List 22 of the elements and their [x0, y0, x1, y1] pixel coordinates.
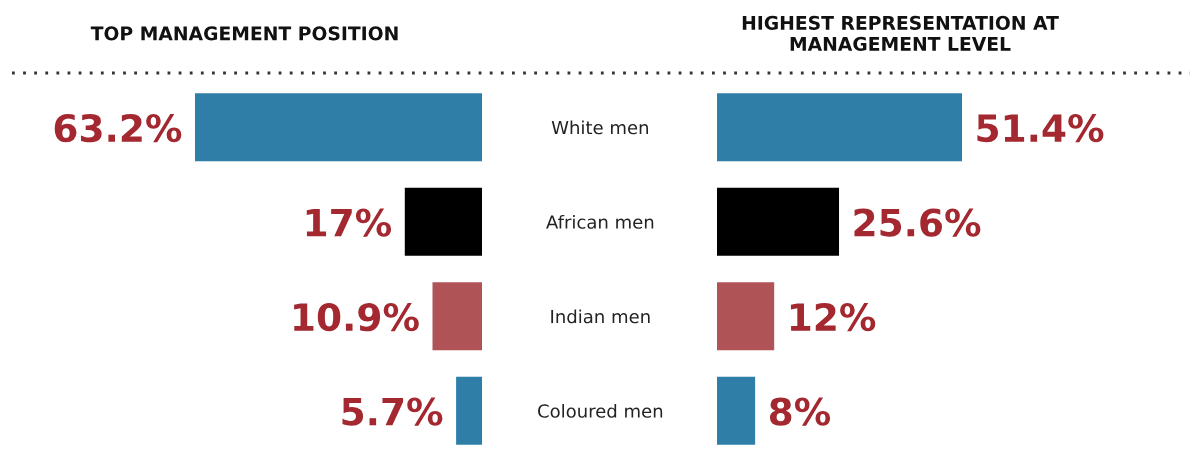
bar — [717, 187, 840, 256]
bar — [456, 376, 482, 445]
chart-title: TOP MANAGEMENT POSITION — [90, 26, 398, 41]
bar — [404, 187, 482, 256]
data-label: 51.4% — [977, 113, 1104, 143]
chart-title: HIGHEST REPRESENTATION AT MANAGEMENT LEVEL — [742, 15, 1059, 51]
data-label: 10.9% — [294, 302, 419, 332]
bar — [195, 93, 482, 162]
data-label: 63.2% — [54, 113, 182, 143]
bar — [717, 282, 775, 351]
data-label: 25.6% — [854, 208, 981, 237]
y-tick-label: White men — [551, 120, 648, 135]
data-label: 12% — [790, 302, 876, 332]
data-label: 8% — [769, 397, 831, 426]
y-tick-label: Coloured men — [538, 403, 663, 418]
y-tick-label: Indian men — [551, 309, 650, 324]
bar — [432, 282, 482, 351]
bar — [717, 376, 756, 445]
data-label: 5.7% — [342, 397, 443, 426]
y-tick-label: African men — [546, 214, 654, 229]
data-label: 17% — [306, 208, 392, 237]
bar — [717, 93, 962, 162]
